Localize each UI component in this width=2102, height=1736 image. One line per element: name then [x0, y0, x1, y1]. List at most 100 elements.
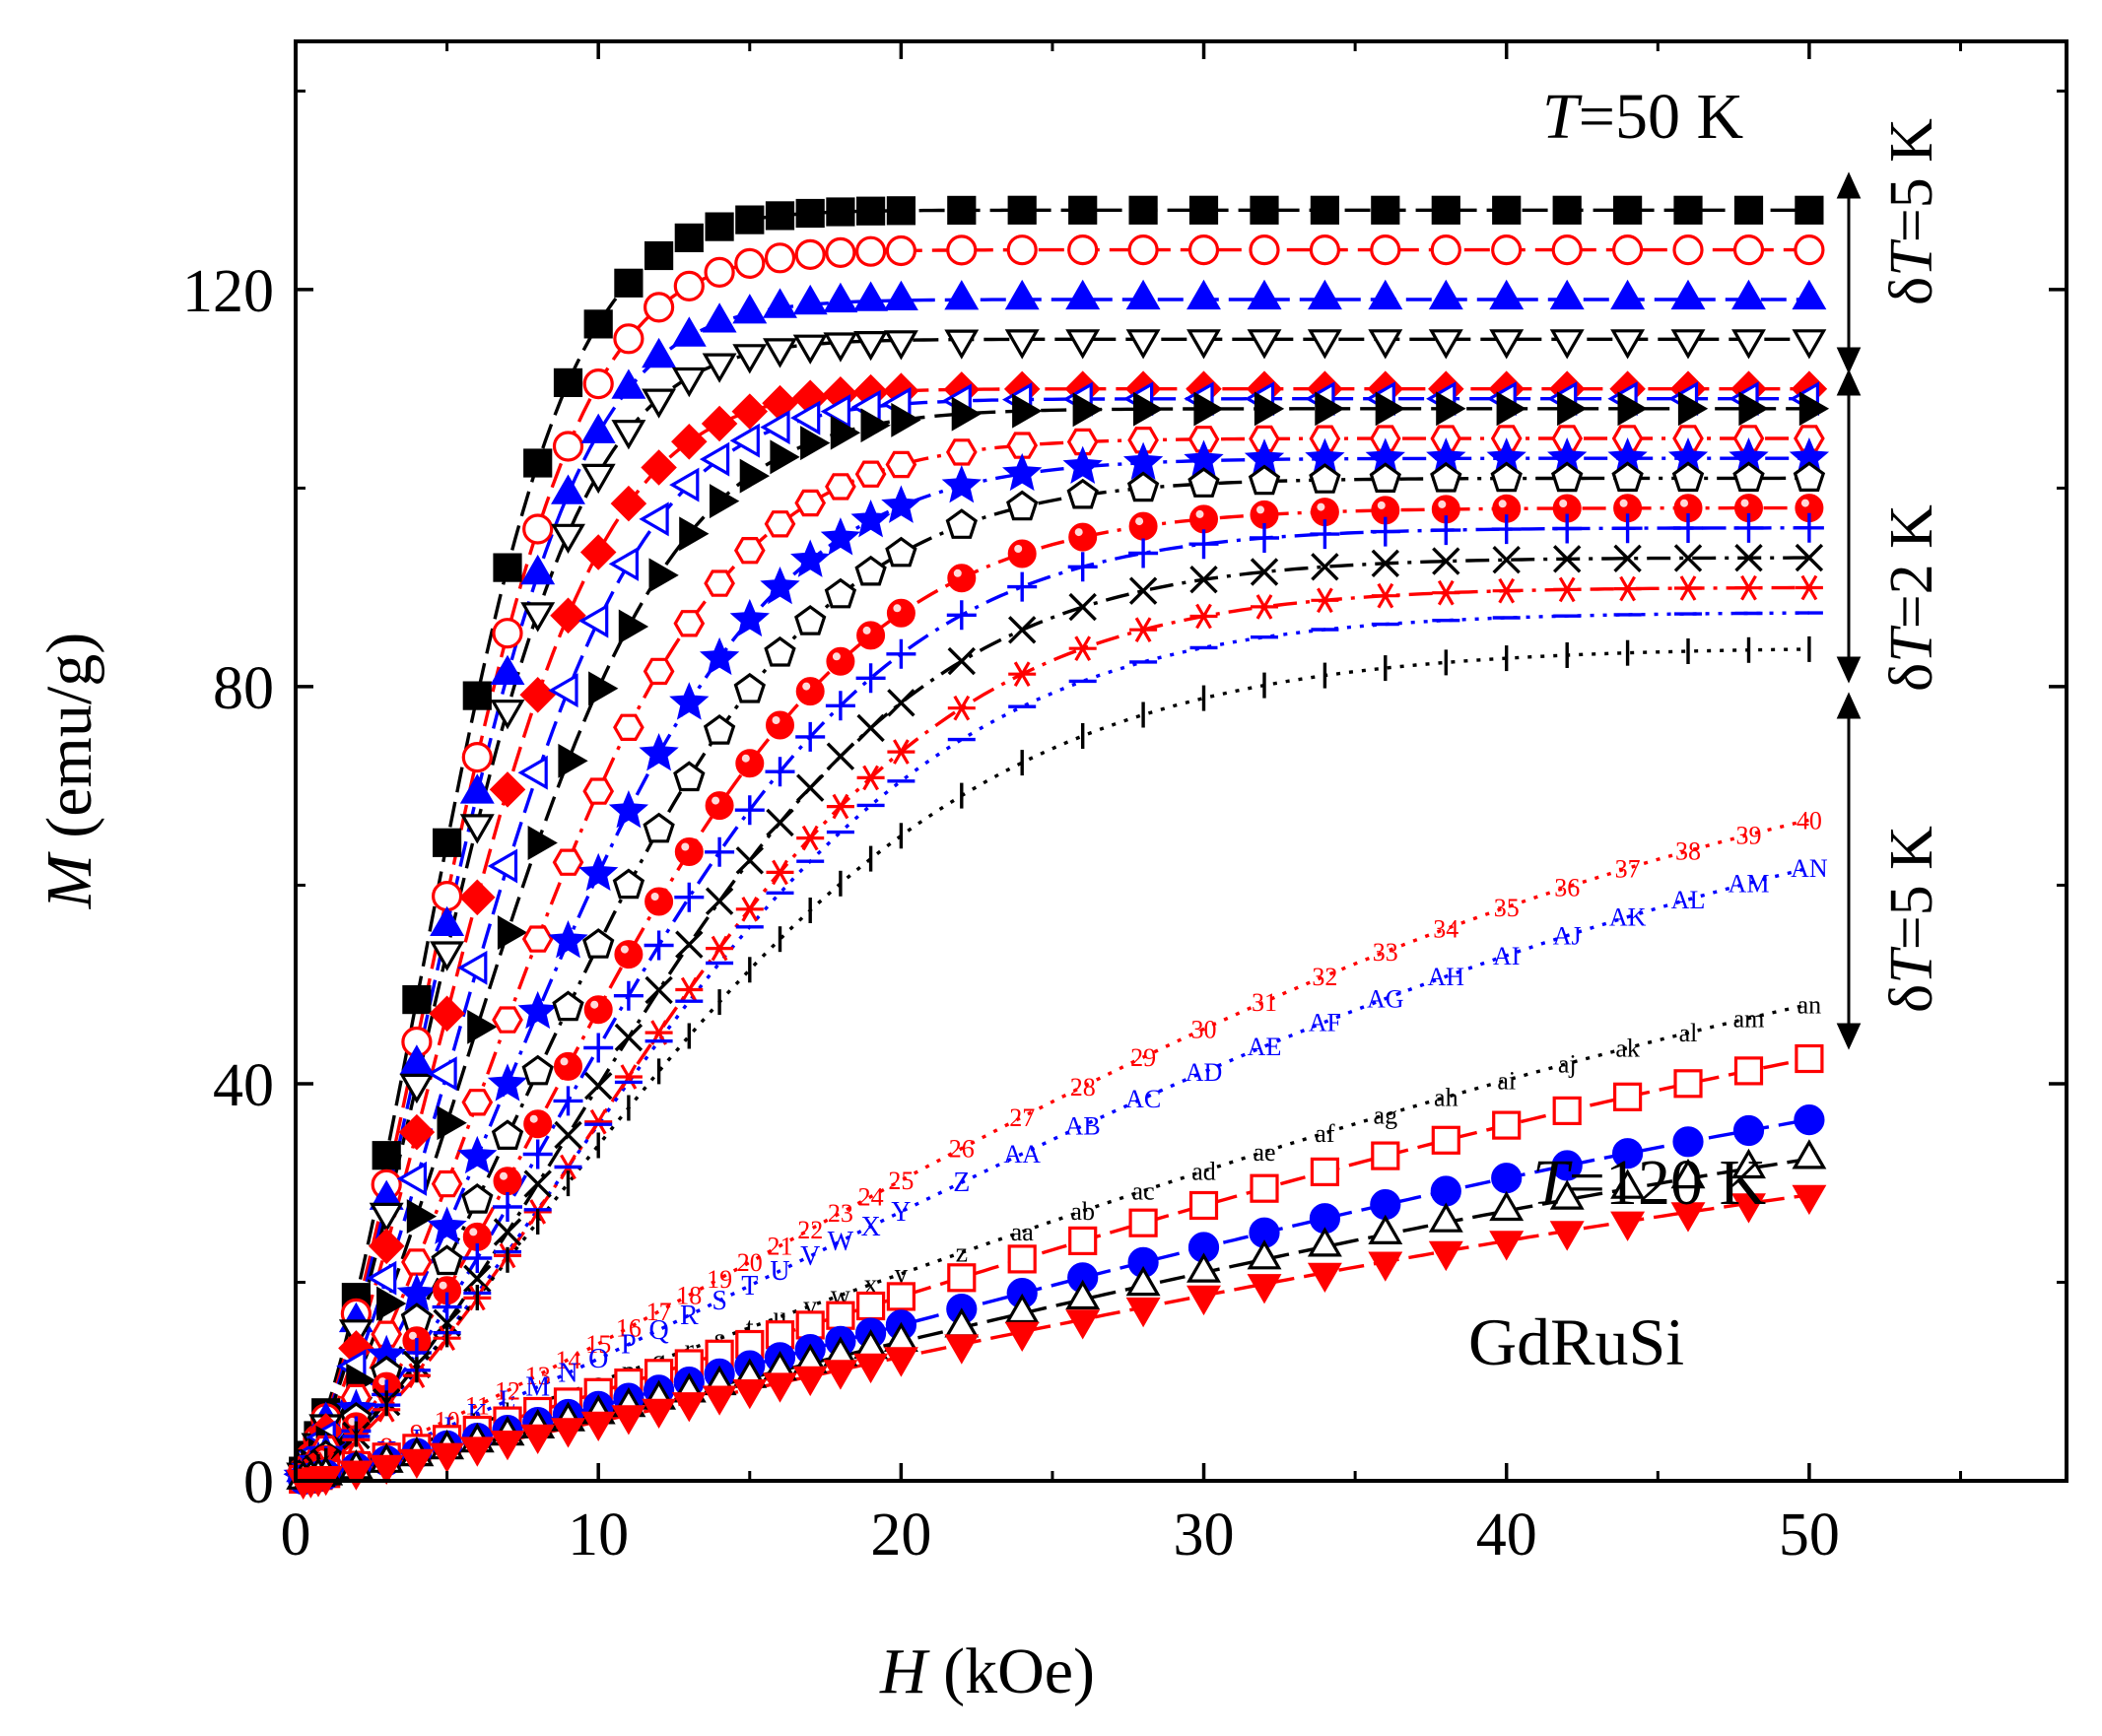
- data-point-triangle-down: [853, 1353, 889, 1384]
- data-point-square: [947, 195, 977, 225]
- data-point-plus: [522, 1139, 553, 1169]
- data-point-hexagon: [764, 510, 796, 538]
- data-point-triangle-up: [1307, 1227, 1342, 1257]
- data-point-triangle-down: [792, 1366, 828, 1397]
- data-point-diamond: [641, 449, 677, 486]
- data-point-square: [1188, 195, 1219, 225]
- data-point-cross: [1432, 547, 1460, 575]
- data-point-diamond: [610, 485, 647, 522]
- data-point-sphere: [493, 1167, 522, 1196]
- data-point-upper: X: [860, 1212, 880, 1242]
- data-point-star: [396, 1273, 438, 1311]
- svg-text:al: al: [1679, 1019, 1698, 1047]
- data-point-lower: t: [746, 1313, 754, 1344]
- data-point-upper: AM: [1729, 869, 1770, 898]
- x-tick-label: 30: [1174, 1502, 1235, 1569]
- data-point-upper: AB: [1065, 1112, 1101, 1141]
- data-point-pentagon: [1248, 464, 1281, 496]
- series-markers-76-K: [287, 425, 1825, 1490]
- y-tick-label: 0: [243, 1449, 274, 1516]
- data-point-number: 22: [797, 1216, 823, 1244]
- svg-text:AK: AK: [1609, 903, 1647, 932]
- x-tick-label: 40: [1476, 1502, 1537, 1569]
- data-point-triangle-up: [1004, 1293, 1040, 1324]
- data-point-diamond: [519, 677, 556, 713]
- delta-t-top-label: δT=5 K: [1878, 118, 1945, 305]
- data-point-number: 29: [1130, 1043, 1156, 1072]
- data-point-triangle-left: [789, 400, 821, 435]
- data-point-triangle-right: [1617, 391, 1648, 427]
- series-markers-110-K: [286, 1139, 1827, 1490]
- data-point-triangle-right: [891, 402, 921, 437]
- data-point-sphere: [1250, 500, 1279, 529]
- svg-text:W: W: [828, 1227, 854, 1257]
- data-point-pentagon: [1066, 478, 1099, 509]
- data-point-pentagon: [885, 536, 917, 568]
- data-point-plus: [1310, 519, 1340, 550]
- data-point-triangle-down: [1731, 1193, 1766, 1224]
- data-point-lower: ac: [1132, 1177, 1155, 1206]
- data-point-lower: ad: [1191, 1158, 1216, 1186]
- data-point-triangle-down: [580, 463, 616, 495]
- data-point-upper: AC: [1125, 1085, 1161, 1113]
- data-point-upper: AJ: [1553, 922, 1582, 951]
- data-point-asterisk: [947, 695, 976, 721]
- svg-text:32: 32: [1312, 963, 1337, 991]
- data-point-lower: z: [956, 1237, 968, 1268]
- data-point-triangle-up: [732, 294, 768, 324]
- data-point-cross: [1795, 543, 1824, 572]
- svg-text:40: 40: [1797, 806, 1822, 835]
- data-point-triangle-down: [1489, 1231, 1525, 1261]
- data-point-triangle-up: [1428, 279, 1463, 310]
- data-point-square: [1673, 1069, 1703, 1099]
- series-line-94-K: [295, 818, 1810, 1483]
- data-point-sphere: [644, 887, 674, 916]
- data-point-square: [1188, 1190, 1219, 1221]
- data-point-triangle-right: [1557, 391, 1588, 427]
- data-point-square: [1612, 1082, 1643, 1111]
- series-line-74-K: [294, 407, 1809, 1483]
- data-point-pentagon: [461, 1183, 494, 1214]
- data-point-asterisk: [1613, 575, 1642, 602]
- data-point-square: [947, 1263, 977, 1293]
- svg-text:34: 34: [1433, 915, 1458, 944]
- data-point-cross: [1552, 545, 1582, 573]
- data-point-number: 28: [1070, 1073, 1096, 1102]
- series-markers-60-K: [286, 279, 1827, 1483]
- data-point-star: [427, 1206, 467, 1244]
- data-point-lower: s: [714, 1324, 725, 1355]
- data-point-sphere: [1734, 494, 1763, 523]
- data-point-hexagon: [704, 569, 735, 597]
- data-point-triangle-up: [883, 280, 918, 310]
- data-point-triangle-down: [1247, 1274, 1282, 1304]
- data-point-plus: [1128, 538, 1159, 568]
- y-tick-label: 120: [182, 258, 274, 325]
- svg-text:21: 21: [768, 1233, 793, 1261]
- svg-text:Y: Y: [891, 1197, 911, 1228]
- data-point-triangle-right: [437, 1105, 467, 1141]
- data-point-triangle-left: [760, 410, 790, 445]
- data-point-triangle-up: [1368, 279, 1403, 310]
- data-point-triangle-down: [944, 1334, 980, 1365]
- data-point-square: [674, 223, 704, 252]
- data-point-number: 21: [768, 1233, 793, 1261]
- data-point-triangle-down: [1670, 329, 1706, 360]
- data-point-square: [1795, 1043, 1824, 1074]
- data-point-lower: an: [1797, 990, 1822, 1019]
- data-point-plus: [432, 1292, 462, 1322]
- data-point-plus: [583, 1033, 614, 1063]
- x-tick-label: 10: [568, 1502, 629, 1569]
- data-point-upper: T: [741, 1271, 758, 1302]
- data-point-triangle-right: [467, 1009, 498, 1044]
- data-point-triangle-right: [1738, 391, 1769, 427]
- data-point-pentagon: [1490, 461, 1523, 493]
- data-point-upper: AH: [1428, 963, 1465, 991]
- svg-text:12: 12: [495, 1377, 520, 1406]
- data-point-sphere: [947, 564, 977, 593]
- sample-label: GdRuSi: [1468, 1304, 1684, 1379]
- data-point-square: [1250, 195, 1279, 225]
- data-point-circle: [1309, 234, 1341, 266]
- data-point-triangle-down: [459, 814, 495, 844]
- data-point-circle: [946, 234, 978, 266]
- data-point-pentagon: [1309, 463, 1341, 494]
